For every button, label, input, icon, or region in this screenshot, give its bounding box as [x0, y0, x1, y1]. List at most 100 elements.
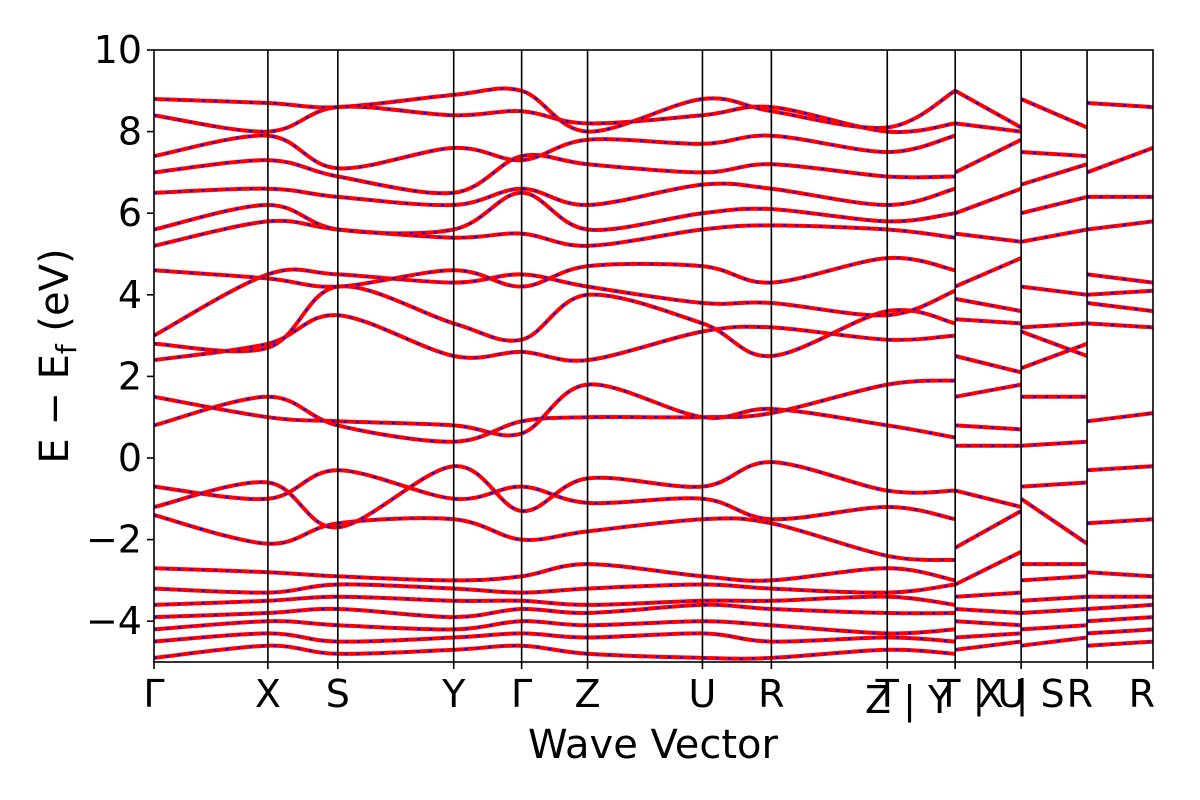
band-overlay-40 — [954, 138, 1022, 174]
band-line-30 — [954, 488, 1022, 509]
y-axis-title-unit: (eV) — [32, 248, 78, 344]
plot-frame — [153, 49, 1154, 663]
band-line-72 — [1086, 301, 1153, 314]
y-tick-label: 2 — [118, 354, 142, 398]
band-line-55 — [1020, 321, 1088, 330]
band-line-45 — [1020, 607, 1088, 615]
band-overlay-42 — [954, 89, 1022, 129]
x-tick-label: Y — [441, 672, 466, 716]
band-line-71 — [1086, 321, 1153, 330]
band-line-35 — [955, 317, 1022, 326]
band-line-36 — [954, 296, 1022, 314]
x-tick-label: Z | Y — [865, 678, 952, 723]
x-tick-label: R — [758, 672, 784, 716]
y-axis-title-main: E − E — [32, 354, 78, 464]
band-line-60 — [1020, 150, 1088, 159]
band-line-12 — [154, 313, 956, 363]
x-tick-label: X | S — [978, 672, 1065, 717]
band-line-27 — [955, 590, 1022, 599]
band-line-68 — [1086, 517, 1153, 526]
band-line-64 — [1086, 615, 1153, 624]
band-overlay-4 — [154, 595, 956, 606]
x-tick-label: Z — [575, 672, 601, 716]
band-overlay-1 — [154, 632, 956, 643]
band-overlay-2 — [154, 620, 956, 635]
band-line-67 — [1086, 570, 1153, 579]
band-overlay-0 — [154, 644, 956, 660]
x-tick-label: U — [689, 672, 717, 716]
y-axis-ticks: −4 −2 0 2 4 6 8 10 — [86, 28, 154, 643]
band-line-33 — [954, 382, 1022, 399]
band-overlay-18 — [154, 182, 956, 207]
y-tick-label: −4 — [86, 599, 142, 643]
x-tick-label: T | U — [936, 672, 1025, 717]
band-line-61 — [1020, 97, 1088, 130]
bands-layer — [154, 86, 1153, 661]
band-line-54 — [1020, 329, 1088, 358]
x-tick-label: Γ — [143, 672, 164, 716]
y-tick-label: 4 — [118, 273, 142, 317]
x-tick-label: T — [875, 672, 900, 716]
x-tick-label: Γ — [511, 672, 532, 716]
band-overlay-8 — [154, 469, 956, 521]
y-tick-label: 8 — [118, 110, 142, 154]
band-line-77 — [1086, 146, 1153, 175]
y-tick-label: 10 — [94, 28, 142, 72]
band-overlay-16 — [154, 219, 956, 247]
band-line-46 — [1020, 594, 1088, 603]
band-line-51 — [1020, 439, 1088, 448]
y-tick-label: −2 — [86, 518, 142, 562]
band-overlay-28 — [954, 550, 1022, 586]
band-overlay-3 — [154, 603, 956, 619]
band-line-58 — [1020, 194, 1088, 216]
band-line-39 — [954, 186, 1022, 216]
band-line-26 — [955, 607, 1022, 615]
band-overlay-10 — [154, 379, 956, 443]
band-line-75 — [1086, 219, 1153, 232]
y-axis-title-subscript: f — [50, 343, 83, 354]
band-line-53 — [1020, 341, 1088, 371]
x-tick-label: X — [255, 672, 281, 716]
band-line-37 — [954, 256, 1022, 289]
band-overlay-21 — [154, 105, 956, 134]
band-line-44 — [1020, 623, 1088, 632]
band-overlay-6 — [154, 563, 956, 582]
band-line-38 — [954, 231, 1022, 244]
band-overlay-49 — [1020, 497, 1088, 545]
band-line-70 — [1086, 411, 1153, 424]
band-line-59 — [1020, 162, 1088, 187]
band-overlay-20 — [154, 134, 956, 170]
band-overlay-5 — [154, 583, 956, 594]
band-line-11 — [154, 382, 956, 440]
band-line-56 — [1020, 284, 1088, 297]
band-line-41 — [954, 121, 1022, 134]
band-line-63 — [1086, 627, 1153, 636]
x-tick-label: R — [1067, 672, 1093, 716]
band-line-73 — [1086, 288, 1153, 297]
band-line-69 — [1086, 464, 1153, 473]
y-tick-label: 6 — [118, 191, 142, 235]
band-overlay-7 — [154, 514, 956, 562]
plot-area — [153, 49, 1154, 663]
band-line-25 — [955, 619, 1022, 628]
band-line-65 — [1086, 602, 1153, 611]
y-tick-label: 0 — [118, 436, 142, 480]
band-line-24 — [955, 631, 1022, 640]
band-line-62 — [1086, 639, 1153, 648]
band-line-57 — [1020, 227, 1088, 244]
band-line-32 — [955, 423, 1022, 432]
band-overlay-19 — [154, 153, 956, 195]
band-line-22 — [154, 86, 957, 134]
band-line-47 — [1020, 574, 1088, 583]
high-symmetry-lines — [267, 50, 1088, 662]
band-overlay-9 — [154, 461, 956, 529]
band-line-78 — [1086, 101, 1153, 110]
x-tick-label: S — [326, 672, 350, 716]
band-line-34 — [954, 354, 1022, 375]
x-tick-label: R — [1129, 672, 1155, 716]
band-line-23 — [954, 639, 1022, 652]
band-line-74 — [1086, 272, 1153, 285]
band-overlay-29 — [954, 510, 1022, 549]
